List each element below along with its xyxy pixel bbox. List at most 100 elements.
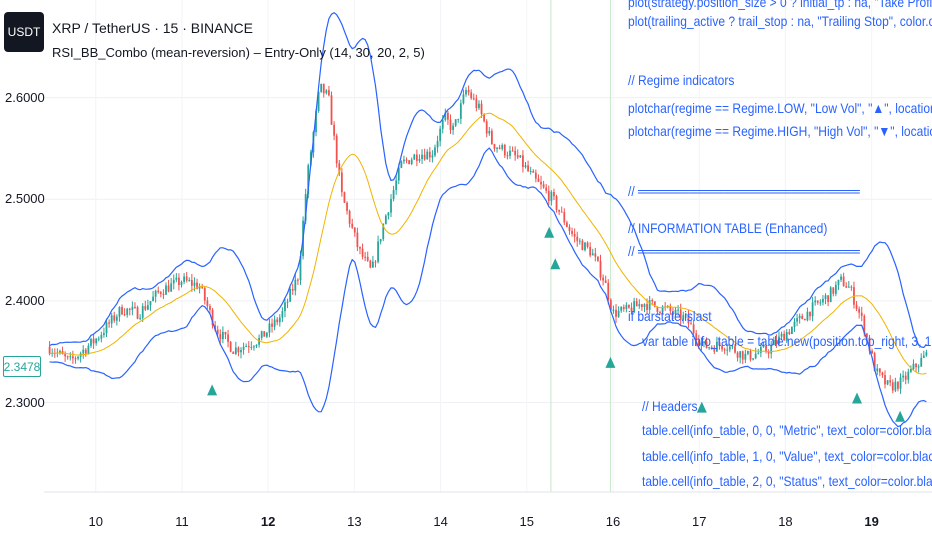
candle-body [273, 319, 276, 327]
candle-body [413, 154, 416, 160]
candle-body [679, 309, 682, 320]
candle-body [894, 381, 897, 391]
candle-body [847, 286, 850, 288]
candle-body [115, 316, 118, 321]
candle-body [728, 346, 731, 350]
candle-body [439, 128, 442, 142]
candle-body [912, 363, 915, 370]
candle-body [822, 298, 824, 303]
candle-body [597, 256, 599, 261]
candle-body [485, 121, 488, 134]
symbol-title[interactable]: XRP / TetherUS · 15 · BINANCE [52, 20, 253, 36]
x-tick-label: 14 [433, 514, 448, 529]
candle-body [250, 346, 253, 348]
candle-body [134, 306, 136, 308]
buy-signal-triangle [696, 401, 707, 413]
candle-body [478, 103, 480, 109]
candle-body [816, 300, 819, 303]
candle-body [586, 242, 589, 247]
candle-body [183, 276, 185, 283]
candle-body [907, 371, 910, 380]
candle-body [772, 340, 775, 346]
candle-body [397, 167, 400, 181]
candle-body [253, 346, 255, 348]
candle-body [291, 288, 294, 291]
candle-body [170, 283, 173, 292]
candle-body [607, 282, 610, 300]
candle-body [193, 282, 196, 286]
candle-body [788, 332, 791, 334]
x-tick-label: 17 [691, 514, 707, 529]
candle-body [553, 192, 555, 197]
candle-body [149, 301, 152, 306]
candle-body [452, 125, 454, 130]
candle-body [770, 345, 773, 354]
candle-body [902, 375, 905, 378]
candle-body [651, 299, 654, 302]
candle-body [462, 94, 465, 104]
candle-body [408, 160, 411, 164]
code-line: if barstate.islast [628, 308, 712, 324]
candle-body [221, 331, 224, 340]
bollinger-bands [49, 11, 927, 428]
last-price-badge: 2.3478 [3, 356, 41, 377]
candle-body [904, 375, 907, 380]
candle-body [131, 306, 134, 310]
candle-body [359, 247, 361, 249]
candle-body [522, 155, 524, 168]
buy-signal-triangle [207, 384, 218, 396]
candle-body [899, 377, 902, 389]
candle-body [560, 211, 563, 213]
code-line: plotchar(regime == Regime.HIGH, "High Vo… [628, 123, 932, 139]
candle-body [677, 309, 680, 311]
candle-body [467, 90, 470, 93]
candle-body [545, 187, 548, 191]
candle-body [690, 323, 692, 325]
candle-body [146, 305, 149, 310]
candle-body [374, 261, 377, 263]
candle-body [529, 170, 532, 172]
candle-body [638, 304, 641, 307]
candle-body [346, 202, 348, 211]
candle-body [659, 311, 661, 313]
candle-body [201, 286, 204, 288]
x-tick-label: 18 [778, 514, 793, 529]
candle-body [767, 351, 770, 354]
candle-body [863, 315, 866, 334]
candle-body [576, 236, 579, 241]
y-tick-label: 2.4000 [5, 292, 45, 308]
candle-body [48, 346, 51, 354]
candle-body [159, 292, 162, 294]
code-line: table.cell(info_table, 0, 0, "Metric", t… [642, 422, 932, 438]
code-line: // Regime indicators [628, 72, 735, 88]
candle-body [726, 349, 729, 351]
candle-body [328, 90, 330, 96]
candle-body [891, 382, 894, 391]
candle-body [542, 184, 545, 188]
candle-body [599, 260, 602, 278]
candle-body [519, 155, 522, 158]
indicator-title[interactable]: RSI_BB_Combo (mean-reversion) – Entry-On… [52, 45, 425, 60]
candle-body [713, 347, 716, 352]
candle-body [635, 301, 638, 307]
code-line: plotchar(regime == Regime.LOW, "Low Vol"… [628, 100, 932, 116]
candle-body [330, 95, 333, 125]
symbol-logo[interactable]: USDT [4, 12, 44, 52]
candle-body [209, 306, 211, 310]
candle-body [692, 324, 695, 334]
candle-body [744, 353, 747, 360]
candle-body [656, 306, 659, 312]
candle-body [909, 369, 912, 372]
candle-body [87, 345, 90, 354]
candle-body [749, 351, 752, 360]
candle-body [281, 311, 284, 318]
candle-body [260, 331, 263, 338]
candle-body [387, 212, 390, 216]
candle-body [369, 260, 372, 268]
candle-body [307, 165, 310, 195]
candle-body [216, 329, 219, 335]
bb-basis-line [49, 112, 927, 375]
candle-body [343, 192, 346, 203]
